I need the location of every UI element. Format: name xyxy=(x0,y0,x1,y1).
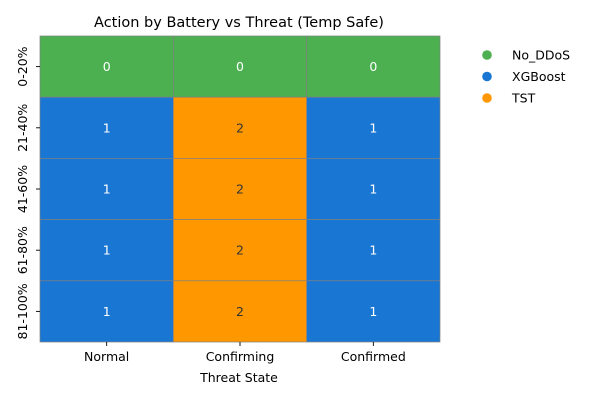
heatmap-cell-value: 1 xyxy=(103,304,111,319)
heatmap-cell-value: 2 xyxy=(236,304,244,319)
heatmap-cell xyxy=(172,35,308,98)
chart-title: Action by Battery vs Threat (Temp Safe) xyxy=(94,15,384,31)
heatmap-cell-value: 1 xyxy=(103,243,111,258)
y-tick-label: 21-40% xyxy=(15,104,30,152)
heatmap-cell-value: 2 xyxy=(236,243,244,258)
heatmap-cells xyxy=(39,35,441,343)
y-tick-label: 61-80% xyxy=(15,226,30,274)
heatmap-cell xyxy=(306,35,441,98)
heatmap-cell-value: 1 xyxy=(103,182,111,197)
x-tick-label: Confirming xyxy=(206,349,275,364)
legend-marker xyxy=(482,50,492,60)
heatmap-cell-value: 1 xyxy=(369,182,377,197)
heatmap-cell-value: 2 xyxy=(236,120,244,135)
heatmap-cell xyxy=(306,96,441,159)
heatmap-cell-value: 1 xyxy=(369,304,377,319)
legend-marker xyxy=(482,71,492,82)
x-tick-label: Confirmed xyxy=(341,349,406,364)
y-axis: 0-20% 21-40% 41-60% 61-80% 81-100% xyxy=(15,46,40,339)
heatmap-cell xyxy=(172,280,308,343)
heatmap-cell xyxy=(172,158,308,220)
x-axis: Normal Confirming Confirmed xyxy=(84,342,406,364)
heatmap-cell xyxy=(39,280,174,343)
x-axis-label: Threat State xyxy=(199,370,278,385)
heatmap-cell xyxy=(172,96,308,159)
y-tick-label: 81-100% xyxy=(15,283,30,339)
heatmap-cell-value: 1 xyxy=(369,243,377,258)
legend-label: No_DDoS xyxy=(512,48,570,63)
heatmap-cell-value: 2 xyxy=(236,182,244,197)
heatmap-cell-value: 0 xyxy=(369,59,377,74)
heatmap-cell-value: 0 xyxy=(236,59,244,74)
y-tick-label: 0-20% xyxy=(15,46,30,86)
heatmap-cell xyxy=(39,219,174,282)
legend-marker xyxy=(482,93,492,103)
heatmap-cell xyxy=(39,35,174,98)
legend-label: XGBoost xyxy=(512,69,566,84)
legend: No_DDoS XGBoost TST xyxy=(482,48,570,106)
heatmap-cell xyxy=(306,219,441,282)
heatmap-cell xyxy=(39,96,174,159)
x-tick-label: Normal xyxy=(84,349,129,364)
y-tick-label: 41-60% xyxy=(15,165,30,213)
heatmap-cell xyxy=(306,280,441,343)
heatmap-cell-value: 0 xyxy=(103,59,111,74)
heatmap-cell-value: 1 xyxy=(369,120,377,135)
legend-label: TST xyxy=(511,91,536,106)
heatmap-cell-value: 1 xyxy=(103,120,111,135)
heatmap-cell-labels: 0 0 0 1 2 1 1 2 1 1 2 1 1 2 1 xyxy=(103,59,378,319)
